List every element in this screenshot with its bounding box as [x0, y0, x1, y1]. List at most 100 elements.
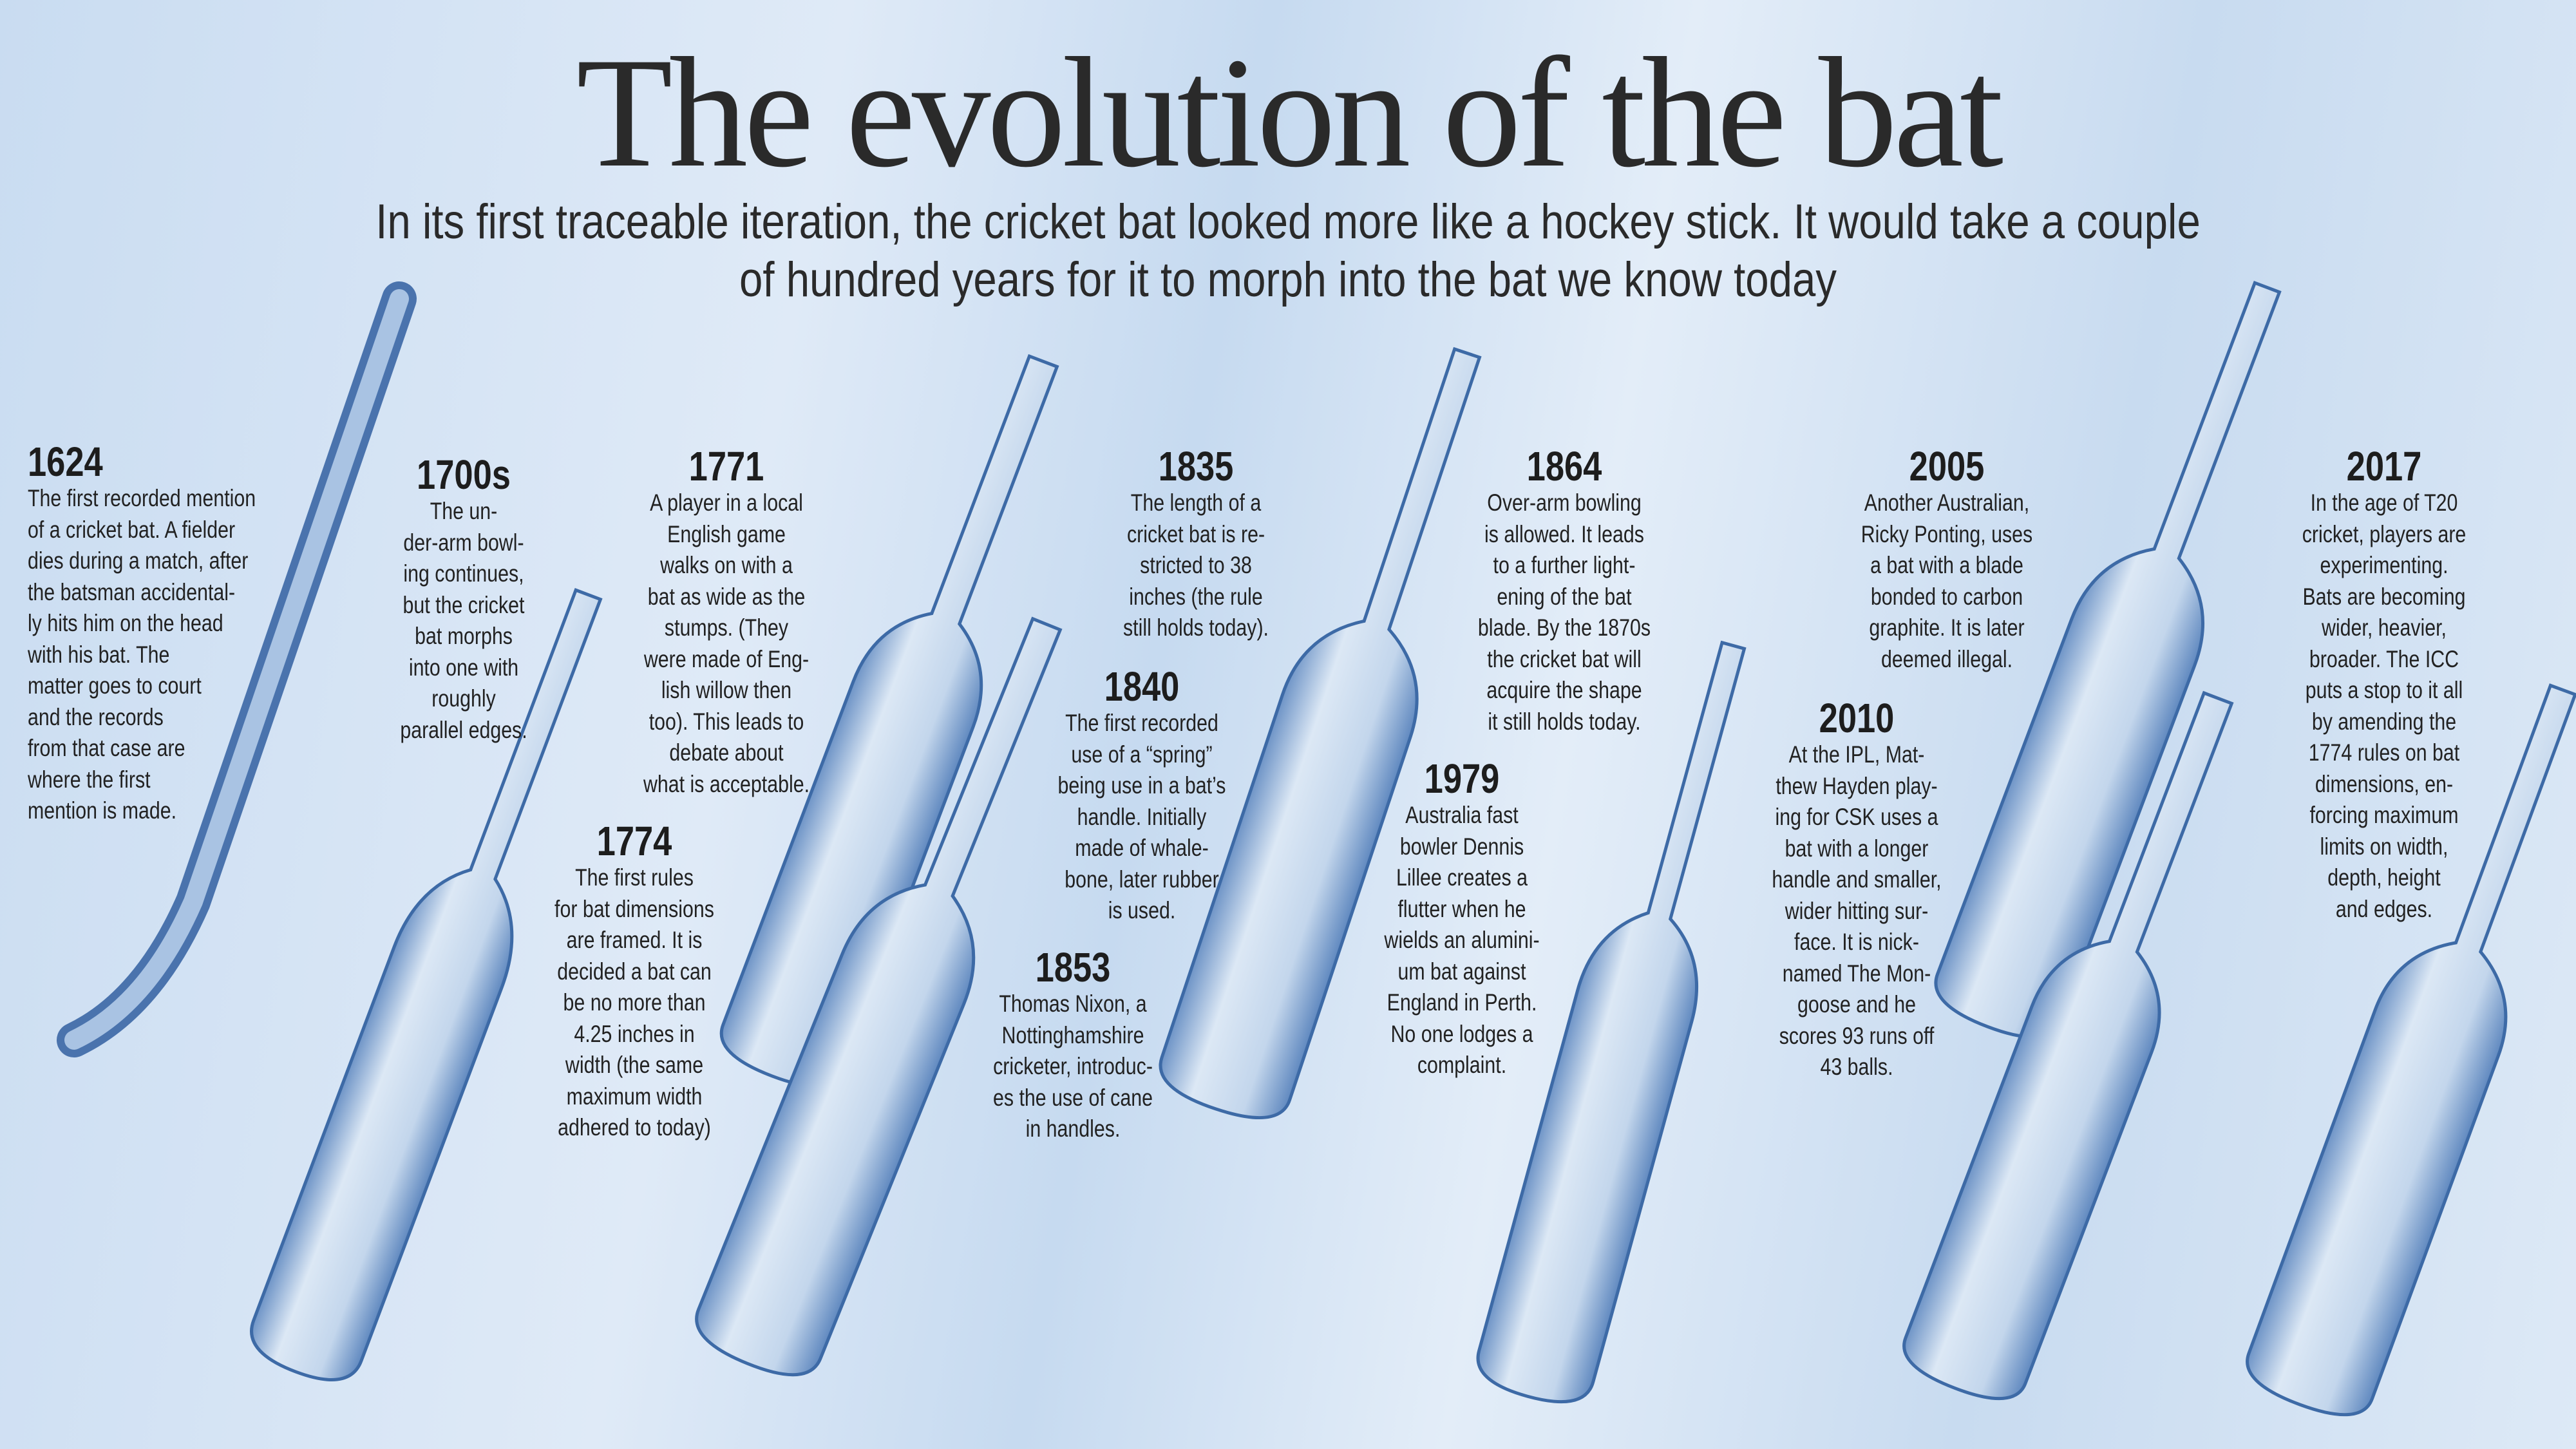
- entry-text: width (the same: [565, 1052, 704, 1078]
- entry-text: ly hits him on the head: [28, 610, 223, 636]
- entry-text: into one with: [408, 654, 519, 681]
- entry-text: cricket, players are: [2302, 520, 2467, 547]
- entry-text: Australia fast: [1405, 802, 1519, 828]
- entry-text: wider hitting sur-: [1785, 897, 1929, 924]
- entry-text: from that case are: [28, 735, 185, 761]
- bat: [2246, 683, 2576, 1417]
- entry-text: The length of a: [1130, 489, 1262, 516]
- timeline-entry: 1700s The un-der-arm bowl-ing continues, b…: [316, 453, 611, 746]
- entry-text: 4.25 inches in: [574, 1020, 695, 1047]
- timeline-entry: 1771 A player in a local English game walks…: [578, 445, 874, 800]
- bat: [1159, 346, 1482, 1120]
- entry-text: puts a stop to it all: [2305, 677, 2463, 703]
- timeline-entry: 1979 Australia fast bowler Dennis Lillee cr…: [1314, 757, 1609, 1081]
- entry-text: um bat against: [1397, 958, 1526, 985]
- entry-text: lish willow then: [661, 677, 792, 703]
- entry-text: Ricky Ponting, uses: [1861, 520, 2033, 547]
- timeline-entry: 2017 In the age of T20 cricket, players ar…: [2236, 445, 2532, 925]
- year: 2010: [1819, 695, 1895, 741]
- entry-text: parallel edges.: [400, 716, 527, 743]
- entry-text: The first recorded: [1065, 710, 1218, 736]
- entry-text: The first rules: [575, 864, 694, 891]
- timeline-entry: 1835 The length of a cricket bat is re-str…: [1048, 445, 1343, 644]
- entry-text: debate about: [669, 739, 784, 766]
- entry-text: es the use of cane: [993, 1084, 1153, 1111]
- entry-text: be no more than: [563, 989, 706, 1016]
- year: 1864: [1526, 443, 1602, 489]
- entry-text: bat as wide as the: [647, 583, 806, 610]
- entry-text: for bat dimensions: [554, 895, 714, 922]
- entry-text: At the IPL, Mat-: [1788, 741, 1925, 768]
- entry-text: bone, later rubber: [1065, 866, 1219, 893]
- entry-text: bat morphs: [415, 623, 513, 649]
- entry-text: acquire the shape: [1486, 677, 1642, 703]
- subtitle-line: of hundred years for it to morph into th…: [739, 252, 1837, 307]
- entry-text: were made of Eng-: [643, 645, 810, 672]
- entry-text: handle and smaller,: [1772, 866, 1942, 893]
- subtitle-line: In its first traceable iteration, the cr…: [375, 194, 2201, 249]
- entry-text: blade. By the 1870s: [1477, 614, 1651, 641]
- entry-text: No one lodges a: [1390, 1020, 1533, 1047]
- entry-text: In the age of T20: [2310, 489, 2458, 516]
- entry-text: mention is made.: [28, 797, 177, 824]
- year: 2017: [2346, 443, 2422, 489]
- entry-text: The first recorded mention: [28, 485, 256, 511]
- entry-text: Nottinghamshire: [1001, 1021, 1144, 1048]
- entry-text: thew Hayden play-: [1776, 772, 1938, 799]
- bat: [250, 588, 603, 1381]
- entry-text: England in Perth.: [1387, 989, 1537, 1016]
- entry-text: 1774 rules on bat: [2308, 739, 2460, 766]
- entry-text: roughly: [431, 685, 496, 712]
- entry-text: bat with a longer: [1785, 835, 1929, 862]
- entry-text: and the records: [28, 703, 164, 730]
- entry-text: Bats are becoming: [2302, 583, 2466, 610]
- entry-text: graphite. It is later: [1869, 614, 2025, 641]
- bat: [1902, 690, 2234, 1401]
- entry-text: ing continues,: [403, 560, 524, 587]
- entry-text: 43 balls.: [1820, 1054, 1893, 1080]
- entry-text: the batsman accidental-: [28, 578, 236, 605]
- entry-text: with his bat. The: [28, 641, 170, 668]
- entry-text: bowler Dennis: [1399, 833, 1524, 860]
- entry-text: cricket bat is re-: [1126, 520, 1265, 547]
- entry-text: it still holds today.: [1488, 708, 1641, 735]
- entry-text: made of whale-: [1075, 835, 1209, 861]
- entry-text: Thomas Nixon, a: [999, 990, 1147, 1017]
- entry-text: wider, heavier,: [2322, 614, 2447, 641]
- entry-text: still holds today).: [1123, 614, 1269, 641]
- entry-text: goose and he: [1797, 991, 1916, 1018]
- entry-text: handle. Initially: [1077, 803, 1207, 830]
- bat: [1476, 640, 1747, 1404]
- entry-text: of a cricket bat. A fielder: [28, 516, 236, 543]
- entry-text: wields an alumini-: [1384, 927, 1540, 953]
- entry-text: stumps. (They: [664, 614, 789, 641]
- entry-text: scores 93 runs off: [1779, 1022, 1935, 1049]
- entry-text: ing for CSK uses a: [1775, 804, 1938, 830]
- title: The evolution of the bat: [576, 25, 2003, 200]
- entry-text: English game: [667, 520, 786, 547]
- timeline-entry: 1864 Over-arm bowling is allowed. It leads…: [1416, 445, 1712, 737]
- entry-text: Over-arm bowling: [1487, 489, 1642, 516]
- subtitle: In its first traceable iteration, the cr…: [180, 193, 2396, 309]
- bat: [695, 616, 1063, 1377]
- year: 1853: [1035, 944, 1111, 990]
- timeline-entry: 1774 The first rules for bat dimensions are…: [486, 820, 782, 1144]
- entry-text: the cricket bat will: [1487, 645, 1642, 672]
- entry-text: maximum width: [566, 1083, 703, 1110]
- entry-text: Another Australian,: [1864, 489, 2030, 516]
- entry-text: Lillee creates a: [1396, 864, 1528, 891]
- entry-text: are framed. It is: [566, 927, 703, 953]
- entry-text: dies during a match, after: [28, 547, 249, 574]
- entry-text: named The Mon-: [1782, 960, 1931, 987]
- entry-text: but the cricket: [402, 591, 525, 618]
- year: 1700s: [417, 451, 511, 498]
- entry-text: walks on with a: [660, 552, 793, 578]
- entry-text: bonded to carbon: [1870, 583, 2023, 610]
- entry-text: use of a “spring”: [1071, 741, 1213, 768]
- entry-text: der-arm bowl-: [403, 529, 524, 556]
- entry-text: broader. The ICC: [2309, 645, 2459, 672]
- entry-text: depth, height: [2327, 864, 2441, 891]
- entry-text: experimenting.: [2320, 552, 2448, 578]
- entry-text: cricketer, introduc-: [993, 1053, 1153, 1079]
